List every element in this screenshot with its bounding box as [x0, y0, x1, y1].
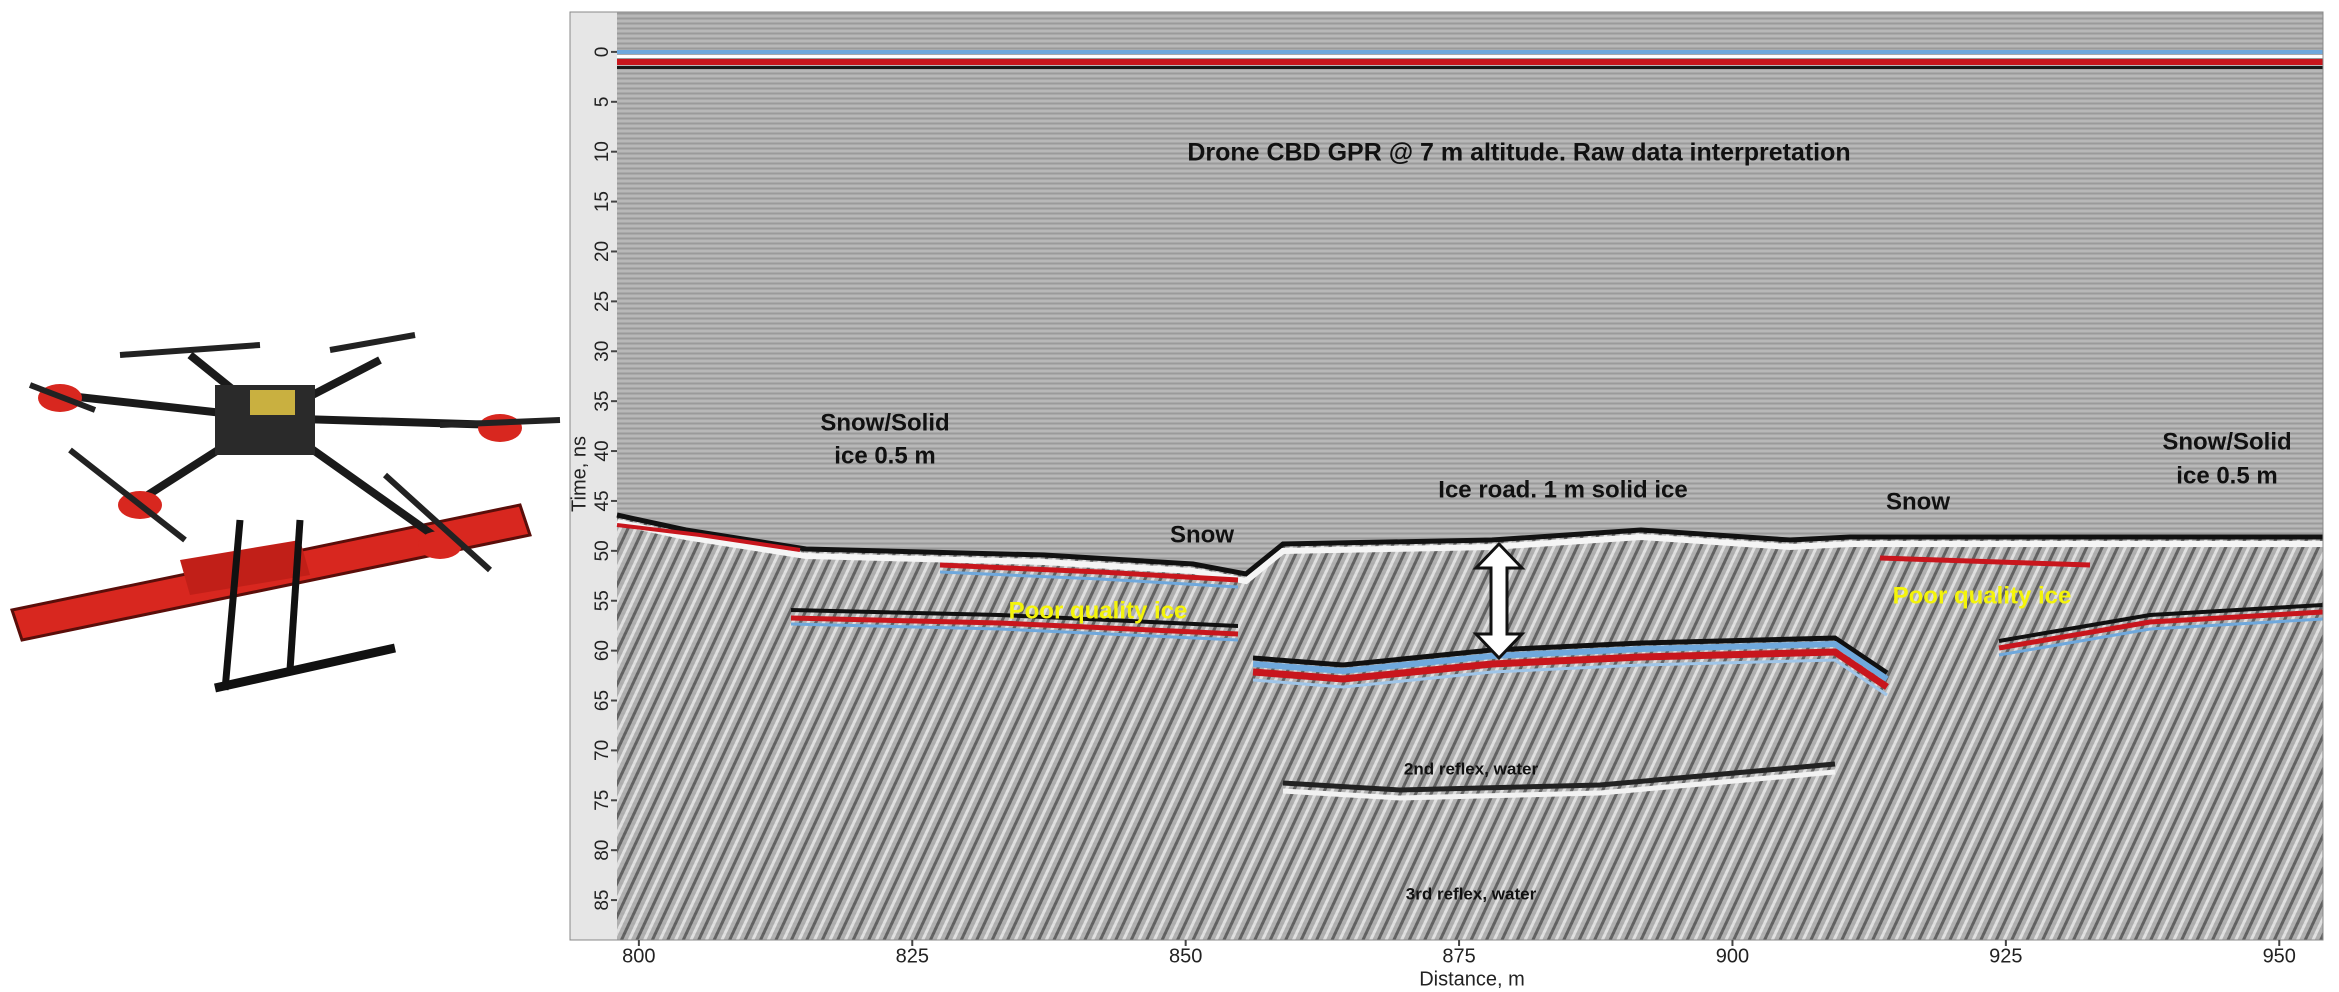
x-tick-label: 850: [1169, 945, 1202, 967]
y-tick-label: 85: [592, 890, 613, 911]
annotation: Snow/Solid: [2162, 428, 2291, 455]
x-tick-label: 800: [622, 945, 655, 967]
y-tick-label: 25: [592, 291, 613, 312]
annotation: Poor quality ice: [1009, 597, 1188, 624]
y-tick-label: 45: [592, 490, 613, 511]
y-tick-label: 20: [592, 241, 613, 262]
y-tick-label: 65: [592, 690, 613, 711]
y-tick-label: 10: [592, 141, 613, 162]
y-tick-label: 80: [592, 840, 613, 861]
y-tick-label: 50: [592, 540, 613, 561]
chart-title: Drone CBD GPR @ 7 m altitude. Raw data i…: [1187, 139, 1850, 167]
y-tick-label: 15: [592, 191, 613, 212]
annotation: ice 0.5 m: [834, 442, 935, 469]
y-tick-label: 60: [592, 640, 613, 661]
y-tick-label: 55: [592, 590, 613, 611]
annotation: Snow: [1886, 488, 1950, 515]
x-axis-title: Distance, m: [1419, 968, 1525, 990]
annotation: ice 0.5 m: [2176, 462, 2277, 489]
y-tick-label: 30: [592, 341, 613, 362]
annotation: Poor quality ice: [1893, 582, 2072, 609]
annotation: 2nd reflex, water: [1404, 759, 1539, 778]
x-tick-label: 950: [2263, 945, 2296, 967]
annotation: Ice road. 1 m solid ice: [1438, 476, 1687, 503]
x-tick-label: 900: [1716, 945, 1749, 967]
y-tick-label: 70: [592, 740, 613, 761]
y-tick-label: 5: [592, 97, 613, 108]
figure: Distance, m Time, ns 8008258508759009259…: [0, 0, 2339, 992]
x-tick-label: 875: [1442, 945, 1475, 967]
annotation: 3rd reflex, water: [1406, 884, 1537, 903]
drone-photo: [12, 335, 560, 690]
y-tick-label: 35: [592, 391, 613, 412]
annotation: Snow: [1170, 521, 1234, 548]
annotation: Snow/Solid: [820, 409, 949, 436]
x-tick-label: 925: [1989, 945, 2022, 967]
y-tick-label: 0: [592, 47, 613, 58]
y-tick-label: 40: [592, 440, 613, 461]
x-tick-label: 825: [896, 945, 929, 967]
y-axis-title: Time, ns: [568, 436, 590, 512]
y-tick-label: 75: [592, 790, 613, 811]
